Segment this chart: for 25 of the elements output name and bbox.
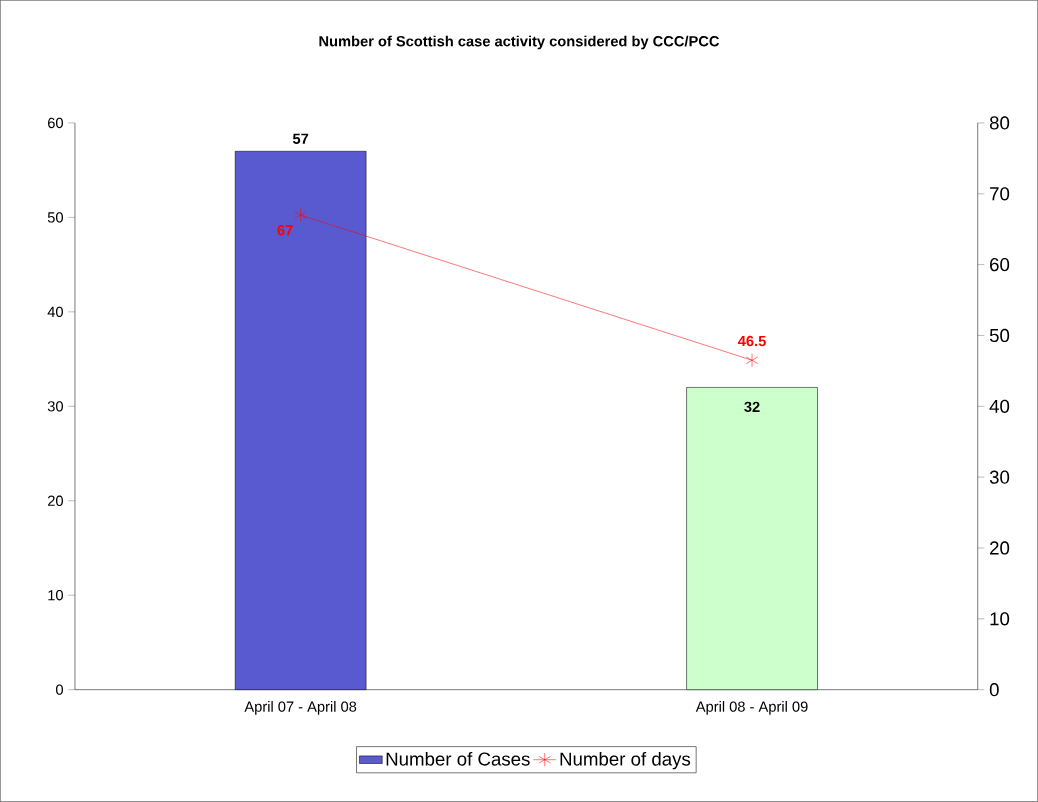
- y2-tick-label: 40: [989, 399, 1010, 413]
- y2-tick-label: 10: [990, 612, 1010, 626]
- x-tick-label: April 08 - April 09: [695, 701, 808, 715]
- data-label: 46.5: [737, 335, 766, 347]
- y-tick-label: 60: [48, 117, 63, 129]
- y2-tick-label: 60: [990, 258, 1010, 272]
- data-label: 32: [744, 401, 760, 413]
- x-tick-label: April 07 - April 08: [244, 701, 357, 715]
- y2-tick-label: 50: [989, 328, 1010, 343]
- y2-tick-label: 30: [989, 470, 1010, 484]
- y-tick-label: 0: [55, 684, 63, 695]
- y2-tick-label: 70: [990, 187, 1010, 201]
- y-tick-label: 30: [47, 401, 63, 412]
- y-tick-label: 50: [47, 212, 63, 223]
- y-tick-label: 40: [47, 306, 63, 318]
- data-label: 67: [277, 225, 293, 236]
- y2-tick-label: 0: [989, 683, 999, 697]
- legend-label: Number of days: [560, 751, 691, 770]
- y-tick-label: 10: [48, 590, 63, 601]
- y2-tick-label: 20: [990, 541, 1010, 555]
- chart-title: Number of Scottish case activity considered by CCC/PCC: [319, 35, 720, 50]
- data-label: 57: [292, 133, 309, 144]
- y-tick-label: 20: [47, 495, 63, 506]
- legend-label: Number of Cases: [386, 751, 530, 766]
- y2-tick-label: 80: [989, 116, 1010, 130]
